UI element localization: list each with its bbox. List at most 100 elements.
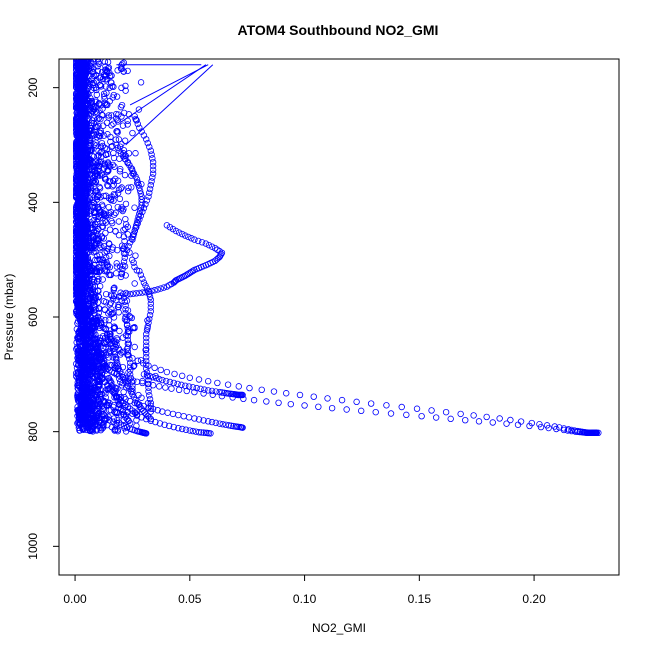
data-point: [143, 361, 150, 368]
data-point: [143, 372, 151, 379]
data-point: [133, 399, 141, 407]
data-point: [81, 407, 88, 415]
data-point: [120, 233, 128, 240]
data-point: [130, 230, 138, 238]
data-point: [75, 182, 83, 189]
data-point: [79, 286, 86, 294]
data-point: [118, 269, 125, 277]
data-point: [120, 68, 127, 75]
data-point: [116, 401, 123, 409]
data-point: [107, 340, 114, 347]
data-point: [432, 414, 440, 421]
data-point: [104, 182, 112, 190]
data-point: [96, 391, 104, 398]
data-point: [74, 420, 81, 427]
data-point: [81, 210, 88, 218]
data-point: [357, 407, 365, 415]
data-point: [156, 383, 163, 390]
data-point: [503, 420, 510, 427]
data-point: [198, 429, 205, 436]
data-point: [99, 257, 107, 264]
data-point: [574, 427, 581, 435]
data-point: [146, 311, 154, 319]
data-point: [131, 409, 138, 416]
data-point: [143, 353, 150, 361]
y-axis-label: Pressure (mbar): [2, 274, 16, 361]
data-point: [126, 290, 134, 298]
data-point: [90, 130, 97, 137]
data-point: [145, 319, 152, 326]
data-point: [143, 327, 151, 334]
data-point: [92, 108, 99, 115]
data-point: [74, 122, 81, 129]
data-point: [189, 427, 197, 435]
data-point: [138, 201, 145, 209]
data-point: [113, 260, 120, 267]
data-point: [80, 219, 87, 226]
data-point: [91, 223, 99, 231]
data-point: [99, 122, 107, 129]
data-point: [115, 303, 122, 311]
data-point: [135, 401, 142, 409]
data-point: [92, 294, 100, 302]
data-point: [78, 283, 86, 290]
data-point: [383, 402, 390, 409]
data-point: [124, 325, 132, 332]
data-point: [175, 411, 182, 419]
data-point: [195, 376, 203, 383]
data-point: [113, 115, 120, 122]
data-point: [324, 395, 331, 402]
data-point: [123, 317, 130, 325]
data-point: [219, 421, 226, 428]
data-point: [112, 227, 119, 235]
data-point: [174, 380, 181, 388]
data-point: [110, 120, 117, 127]
data-point: [131, 324, 138, 332]
data-point: [147, 304, 154, 311]
data-point: [131, 280, 138, 287]
data-point: [428, 407, 435, 414]
data-point: [117, 103, 125, 111]
data-point: [154, 407, 161, 414]
data-point: [182, 426, 190, 433]
data-point: [82, 339, 89, 346]
data-point: [79, 257, 86, 265]
data-point: [124, 332, 132, 340]
data-point: [96, 241, 103, 248]
data-point: [106, 417, 113, 424]
data-point: [75, 333, 82, 340]
data-point: [595, 429, 602, 437]
data-point: [197, 385, 204, 393]
data-point: [111, 211, 118, 218]
data-point: [108, 292, 115, 300]
data-point: [97, 73, 105, 80]
data-point: [77, 397, 85, 404]
data-point: [136, 187, 144, 195]
data-point: [86, 275, 93, 282]
data-point: [110, 348, 118, 355]
data-point: [108, 112, 115, 119]
data-point: [80, 82, 87, 90]
data-point: [74, 371, 81, 378]
data-point: [136, 184, 143, 192]
data-point: [124, 121, 131, 128]
data-point: [99, 276, 106, 283]
data-point: [133, 267, 140, 274]
data-point: [457, 410, 464, 418]
data-point: [121, 171, 129, 179]
data-point: [105, 317, 113, 324]
data-point: [95, 305, 102, 312]
data-point: [113, 359, 121, 367]
data-point: [138, 181, 145, 188]
data-point: [195, 237, 202, 245]
data-point: [129, 236, 136, 243]
y-axis: 200 400 600 800 1000: [26, 77, 59, 560]
data-point: [475, 418, 483, 425]
data-point: [110, 149, 117, 157]
data-point: [124, 117, 131, 125]
data-point: [74, 382, 81, 389]
data-point: [85, 258, 93, 265]
data-point: [94, 348, 102, 355]
data-point: [216, 420, 223, 427]
